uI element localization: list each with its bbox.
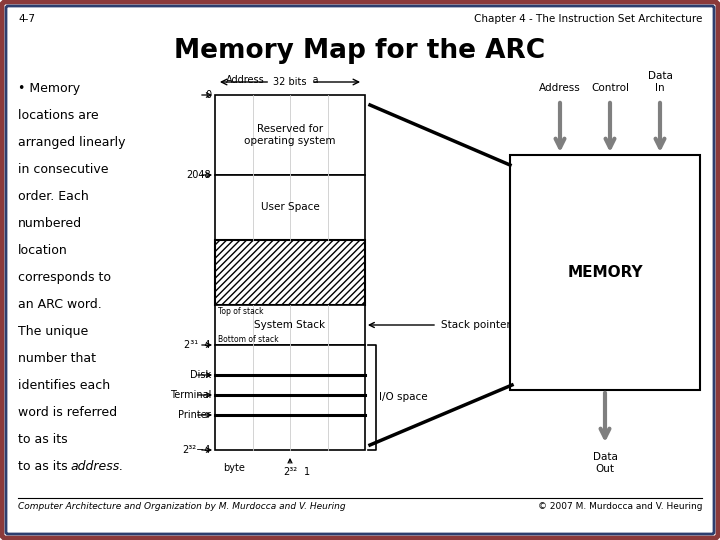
Text: Terminal: Terminal [170, 390, 211, 400]
Text: word is referred: word is referred [18, 406, 117, 419]
Text: to as its: to as its [18, 460, 71, 473]
Text: Stack pointer: Stack pointer [441, 320, 510, 330]
Text: address.: address. [70, 460, 123, 473]
Text: 2³²: 2³² [283, 467, 297, 477]
Text: Bottom of stack: Bottom of stack [218, 335, 279, 344]
Text: Address: Address [539, 83, 581, 93]
Text: 2048: 2048 [186, 170, 211, 180]
Text: MEMORY: MEMORY [567, 265, 643, 280]
Text: 4-7: 4-7 [18, 14, 35, 24]
Bar [215, 305, 365, 345]
Bar [215, 345, 365, 450]
Text: Address: Address [226, 75, 265, 85]
Text: in consecutive: in consecutive [18, 163, 109, 176]
Text: 2³²−4: 2³²−4 [183, 445, 211, 455]
Text: 1: 1 [304, 467, 310, 477]
Text: byte: byte [222, 463, 245, 473]
Text: Data
In: Data In [647, 71, 672, 93]
Bar [215, 240, 365, 305]
Text: Disk: Disk [190, 370, 211, 380]
Text: Computer Architecture and Organization by M. Murdocca and V. Heuring: Computer Architecture and Organization b… [18, 502, 346, 511]
Text: Data
Out: Data Out [593, 452, 618, 474]
Text: to as its: to as its [18, 433, 71, 446]
Bar [215, 175, 365, 240]
Text: locations are: locations are [18, 109, 99, 122]
Text: The unique: The unique [18, 325, 89, 338]
Text: Control: Control [591, 83, 629, 93]
Text: 0: 0 [205, 90, 211, 100]
Bar [215, 95, 365, 175]
Text: arranged linearly: arranged linearly [18, 136, 125, 149]
Text: Data: Data [295, 75, 318, 85]
Text: © 2007 M. Murdocca and V. Heuring: © 2007 M. Murdocca and V. Heuring [538, 502, 702, 511]
Text: Reserved for
operating system: Reserved for operating system [244, 124, 336, 146]
Bar [510, 155, 700, 390]
Text: User Space: User Space [261, 202, 320, 213]
Text: Top of stack: Top of stack [218, 307, 264, 316]
Text: corresponds to: corresponds to [18, 271, 111, 284]
Text: numbered: numbered [18, 217, 82, 230]
Text: 32 bits: 32 bits [274, 77, 307, 87]
Text: number that: number that [18, 352, 96, 365]
Text: Memory Map for the ARC: Memory Map for the ARC [174, 38, 546, 64]
Text: location: location [18, 244, 68, 257]
Text: an ARC word.: an ARC word. [18, 298, 102, 311]
Text: • Memory: • Memory [18, 82, 80, 95]
Text: I/O space: I/O space [379, 393, 428, 402]
Text: identifies each: identifies each [18, 379, 110, 392]
Text: 2³¹  4: 2³¹ 4 [184, 340, 211, 350]
Text: Printer: Printer [179, 410, 211, 420]
Text: Chapter 4 - The Instruction Set Architecture: Chapter 4 - The Instruction Set Architec… [474, 14, 702, 24]
Text: order. Each: order. Each [18, 190, 89, 203]
Text: System Stack: System Stack [254, 320, 325, 330]
